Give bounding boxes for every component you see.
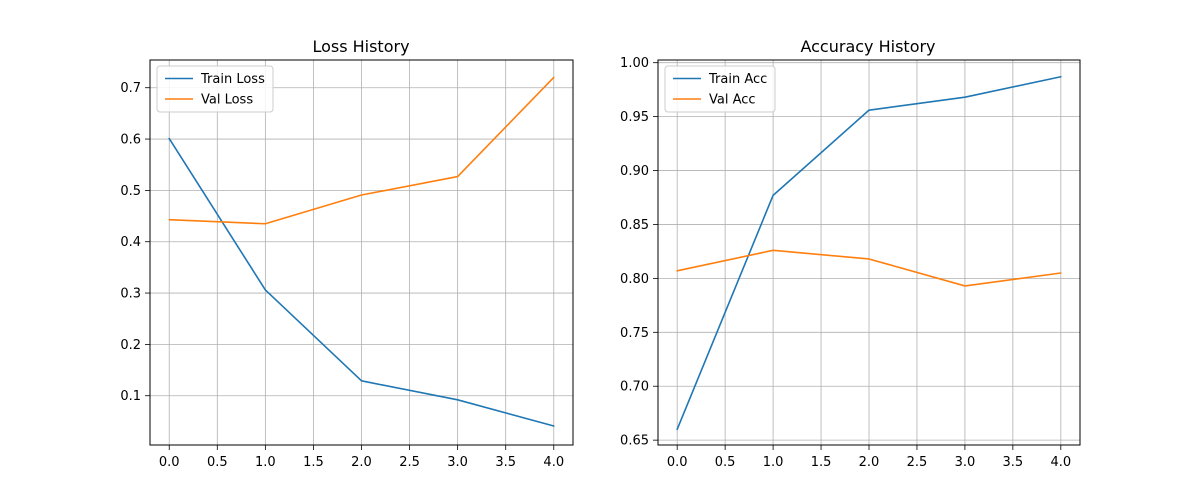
y-tick-label: 0.85 bbox=[620, 218, 649, 233]
y-tick-label: 0.75 bbox=[620, 326, 649, 341]
series-line-val-loss bbox=[168, 76, 555, 225]
legend-label-val-loss: Val Loss bbox=[201, 93, 253, 108]
y-tick-label: 0.95 bbox=[620, 110, 649, 125]
x-tick-label: 4.0 bbox=[1050, 455, 1071, 470]
y-tick-label: 0.3 bbox=[120, 287, 141, 302]
y-tick-label: 0.7 bbox=[120, 81, 141, 96]
x-tick-label: 2.5 bbox=[907, 455, 928, 470]
y-tick-label: 0.4 bbox=[120, 235, 141, 250]
x-tick-label: 4.0 bbox=[543, 455, 564, 470]
x-tick-label: 0.5 bbox=[715, 455, 736, 470]
series-line-val-acc bbox=[676, 249, 1062, 287]
series-lines bbox=[676, 75, 1062, 431]
legend-label-train-acc: Train Acc bbox=[708, 72, 767, 87]
y-tick-label: 0.6 bbox=[120, 133, 141, 148]
legend-box bbox=[664, 65, 776, 113]
x-tick-label: 0.5 bbox=[207, 455, 228, 470]
y-tick-label: 0.5 bbox=[120, 184, 141, 199]
loss-history-chart: Loss History 0.0 0.5 1.0 1.5 2.0 2.5 3.0 3.5 4.0… bbox=[120, 37, 574, 470]
grid bbox=[658, 60, 1080, 445]
legend: Train Acc Val Acc bbox=[664, 65, 776, 113]
series-lines bbox=[168, 76, 555, 427]
accuracy-history-chart: Accuracy History 0.0 0.5 1.0 1.5 2.0 2.5 3.0 3.… bbox=[620, 37, 1081, 470]
x-tick-label: 1.0 bbox=[763, 455, 784, 470]
grid bbox=[150, 60, 573, 445]
x-tick-label: 2.0 bbox=[351, 455, 372, 470]
legend-box bbox=[156, 65, 274, 113]
legend: Train Loss Val Loss bbox=[156, 65, 274, 113]
axis-ticks: 0.0 0.5 1.0 1.5 2.0 2.5 3.0 3.5 4.0 0.65 0.70 0.75 0… bbox=[620, 56, 1071, 470]
chart-title: Accuracy History bbox=[800, 37, 935, 56]
series-line-train-loss bbox=[168, 137, 555, 427]
x-tick-label: 3.0 bbox=[447, 455, 468, 470]
y-tick-label: 1.00 bbox=[620, 56, 649, 71]
y-tick-label: 0.2 bbox=[120, 338, 141, 353]
x-tick-label: 3.0 bbox=[955, 455, 976, 470]
x-tick-label: 0.0 bbox=[667, 455, 688, 470]
y-tick-label: 0.80 bbox=[620, 272, 649, 287]
x-tick-label: 1.5 bbox=[811, 455, 832, 470]
x-tick-label: 2.5 bbox=[399, 455, 420, 470]
x-tick-label: 3.5 bbox=[1003, 455, 1024, 470]
y-tick-label: 0.70 bbox=[620, 380, 649, 395]
x-tick-label: 2.0 bbox=[859, 455, 880, 470]
axis-ticks: 0.0 0.5 1.0 1.5 2.0 2.5 3.0 3.5 4.0 0.1 0.2 0.3 0.4 0… bbox=[120, 81, 564, 470]
y-tick-label: 0.90 bbox=[620, 164, 649, 179]
legend-label-train-loss: Train Loss bbox=[200, 72, 265, 87]
x-tick-label: 0.0 bbox=[159, 455, 180, 470]
x-tick-label: 1.5 bbox=[303, 455, 324, 470]
x-tick-label: 1.0 bbox=[255, 455, 276, 470]
y-tick-label: 0.65 bbox=[620, 434, 649, 449]
y-tick-label: 0.1 bbox=[120, 389, 141, 404]
series-line-train-acc bbox=[676, 75, 1062, 431]
x-tick-label: 3.5 bbox=[495, 455, 516, 470]
legend-label-val-acc: Val Acc bbox=[709, 93, 756, 108]
chart-title: Loss History bbox=[312, 37, 409, 56]
